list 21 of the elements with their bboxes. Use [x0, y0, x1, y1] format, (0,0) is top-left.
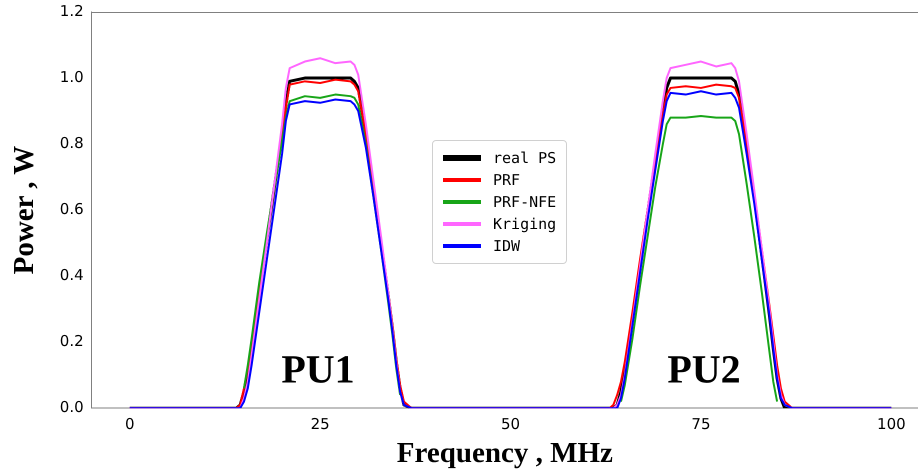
legend-label: real PS: [493, 149, 556, 167]
legend-label: Kriging: [493, 215, 556, 233]
y-tick-label: 0.2: [60, 332, 84, 350]
legend-label: IDW: [493, 237, 520, 255]
x-axis-title: Frequency , MHz: [396, 437, 614, 470]
x-tick-label: 50: [500, 415, 520, 434]
y-tick-label: 0.6: [60, 200, 84, 218]
legend-label: PRF: [493, 171, 520, 189]
annotation: PU2: [667, 346, 741, 392]
y-tick-label: 1.0: [60, 68, 84, 86]
y-tick-label: 0.8: [60, 134, 84, 152]
annotation: PU1: [281, 346, 355, 392]
x-tick-label: 75: [691, 415, 710, 434]
x-tick-label: 0: [124, 415, 135, 434]
y-tick-label: 0.0: [60, 398, 84, 416]
y-tick-label: 0.4: [60, 266, 84, 284]
x-tick-label: 100: [877, 415, 906, 434]
y-tick-label: 1.2: [60, 2, 84, 20]
x-tick-label: 25: [310, 415, 330, 434]
y-axis-title: Power , W: [8, 146, 40, 274]
legend-label: PRF-NFE: [493, 193, 556, 211]
